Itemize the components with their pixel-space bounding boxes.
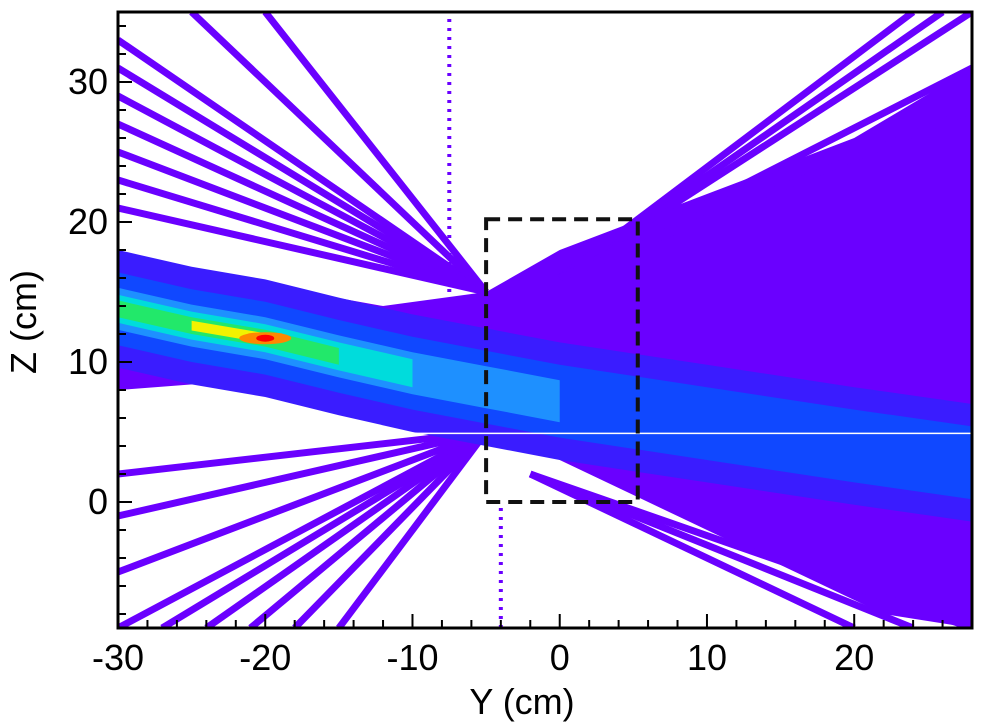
y-tick-label: 20 — [68, 201, 108, 242]
streak-line — [118, 428, 488, 628]
x-tick-label: 20 — [834, 637, 874, 678]
y-axis-title: Z (cm) — [3, 270, 44, 374]
streak-line — [118, 120, 488, 296]
streak-line — [118, 92, 488, 296]
y-tick-labels: 0 10 20 30 — [68, 61, 108, 522]
streak-line — [118, 428, 488, 576]
streak-line — [118, 204, 487, 296]
streak-line — [118, 176, 488, 296]
y-tick-label: 0 — [88, 481, 108, 522]
streak-line — [160, 429, 488, 628]
x-tick-label: 0 — [550, 637, 570, 678]
streak-line — [118, 37, 489, 295]
streak-line — [558, 106, 972, 282]
plot-frame — [116, 10, 974, 630]
streak-line — [118, 148, 488, 296]
beam-peak — [256, 334, 275, 342]
x-tick-labels: -30 -20 -10 0 10 20 — [92, 637, 874, 678]
x-tick-label: -10 — [386, 637, 438, 678]
y-tick-label: 10 — [68, 341, 108, 382]
streak-line — [558, 64, 972, 282]
streak-line — [557, 12, 916, 281]
x-tick-label: 10 — [687, 637, 727, 678]
x-tick-label: -30 — [92, 637, 144, 678]
streak-line — [336, 429, 489, 628]
streak-line — [529, 470, 972, 628]
y-tick-label: 30 — [68, 61, 108, 102]
streak-line — [292, 429, 489, 628]
streak-line — [118, 428, 487, 478]
streak-line — [204, 429, 489, 628]
axis-ticks — [117, 25, 973, 628]
streak-line — [248, 429, 489, 628]
streak-line — [118, 428, 487, 520]
x-tick-label: -20 — [239, 637, 291, 678]
x-axis-title: Y (cm) — [469, 681, 574, 722]
streak-line — [528, 470, 856, 628]
dashed-box — [484, 217, 640, 504]
plot-area — [118, 12, 972, 628]
streak-line — [118, 65, 488, 295]
streak-line — [189, 12, 489, 295]
